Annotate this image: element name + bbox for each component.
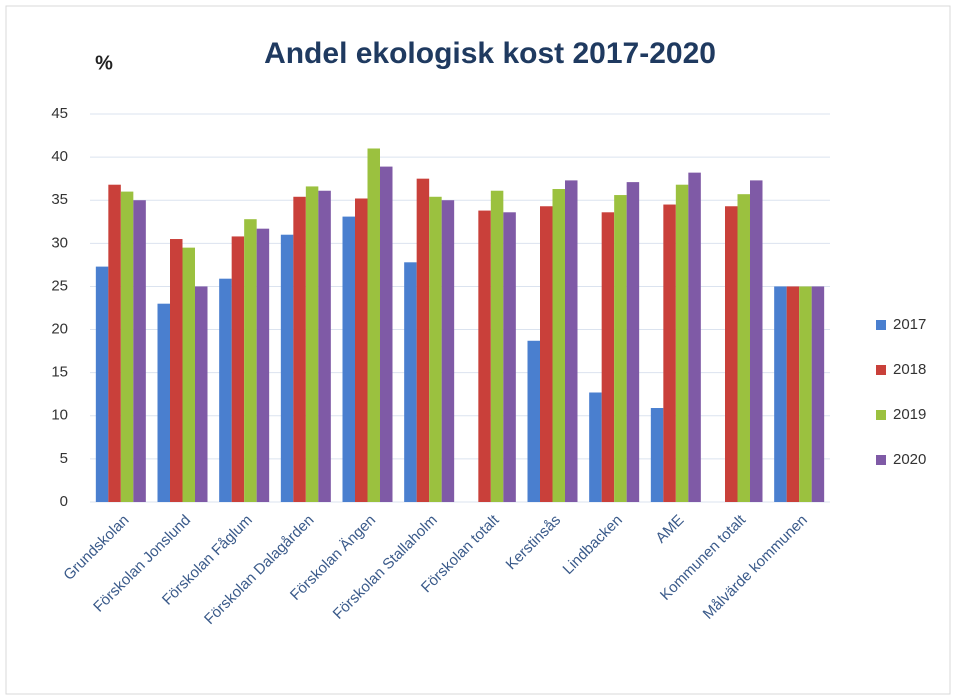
bar	[305, 186, 319, 502]
bar	[786, 286, 800, 502]
legend-swatch	[876, 410, 886, 420]
bar	[725, 206, 738, 502]
bar	[565, 180, 578, 502]
bar	[133, 200, 146, 502]
legend-swatch	[876, 365, 886, 375]
y-axis-label: %	[95, 52, 113, 74]
bar	[441, 200, 455, 502]
bar	[108, 184, 121, 503]
legend-label: 2017	[893, 316, 926, 333]
bar	[380, 166, 393, 502]
y-tick-label: 35	[51, 191, 68, 208]
bar	[120, 191, 134, 502]
bar	[293, 196, 306, 503]
bar	[503, 212, 516, 502]
bar	[478, 210, 491, 502]
bar	[750, 180, 763, 502]
bar	[540, 206, 553, 502]
bar	[675, 184, 689, 503]
bar	[552, 189, 565, 502]
chart-title: Andel ekologisk kost 2017-2020	[264, 37, 716, 70]
bar	[318, 190, 331, 502]
legend-swatch	[876, 455, 886, 465]
legend-label: 2020	[893, 451, 926, 468]
bar	[170, 239, 183, 502]
bar	[626, 182, 640, 503]
bar	[95, 266, 109, 502]
legend-label: 2018	[893, 361, 926, 378]
legend-swatch	[876, 320, 886, 330]
bar	[355, 198, 368, 502]
bar	[601, 212, 615, 502]
y-tick-label: 20	[51, 321, 68, 338]
y-tick-label: 15	[51, 364, 68, 381]
bar	[663, 204, 676, 503]
y-tick-label: 10	[51, 407, 68, 424]
bar	[589, 392, 602, 502]
bar	[429, 196, 442, 503]
bar	[737, 194, 750, 503]
bar	[231, 236, 245, 503]
bar	[811, 286, 825, 502]
bar	[182, 247, 195, 502]
bar	[416, 178, 430, 502]
bar	[157, 303, 170, 502]
bar	[774, 286, 787, 502]
bar	[688, 172, 701, 502]
bar	[527, 340, 540, 502]
y-tick-label: 40	[51, 148, 68, 165]
bar	[342, 216, 355, 503]
bar	[280, 234, 294, 502]
bar	[799, 286, 812, 502]
y-tick-label: 5	[60, 450, 68, 467]
bar	[244, 219, 257, 503]
bar	[367, 148, 380, 502]
bar	[404, 262, 417, 502]
y-tick-label: 45	[51, 105, 68, 122]
bar	[219, 278, 232, 502]
bar	[650, 408, 664, 502]
bar	[614, 195, 627, 502]
bar	[490, 190, 504, 502]
bar	[195, 286, 208, 502]
y-tick-label: 25	[51, 277, 68, 294]
bar	[256, 228, 270, 503]
y-tick-label: 30	[51, 234, 68, 251]
legend-label: 2019	[893, 406, 926, 423]
y-tick-label: 0	[60, 493, 68, 510]
